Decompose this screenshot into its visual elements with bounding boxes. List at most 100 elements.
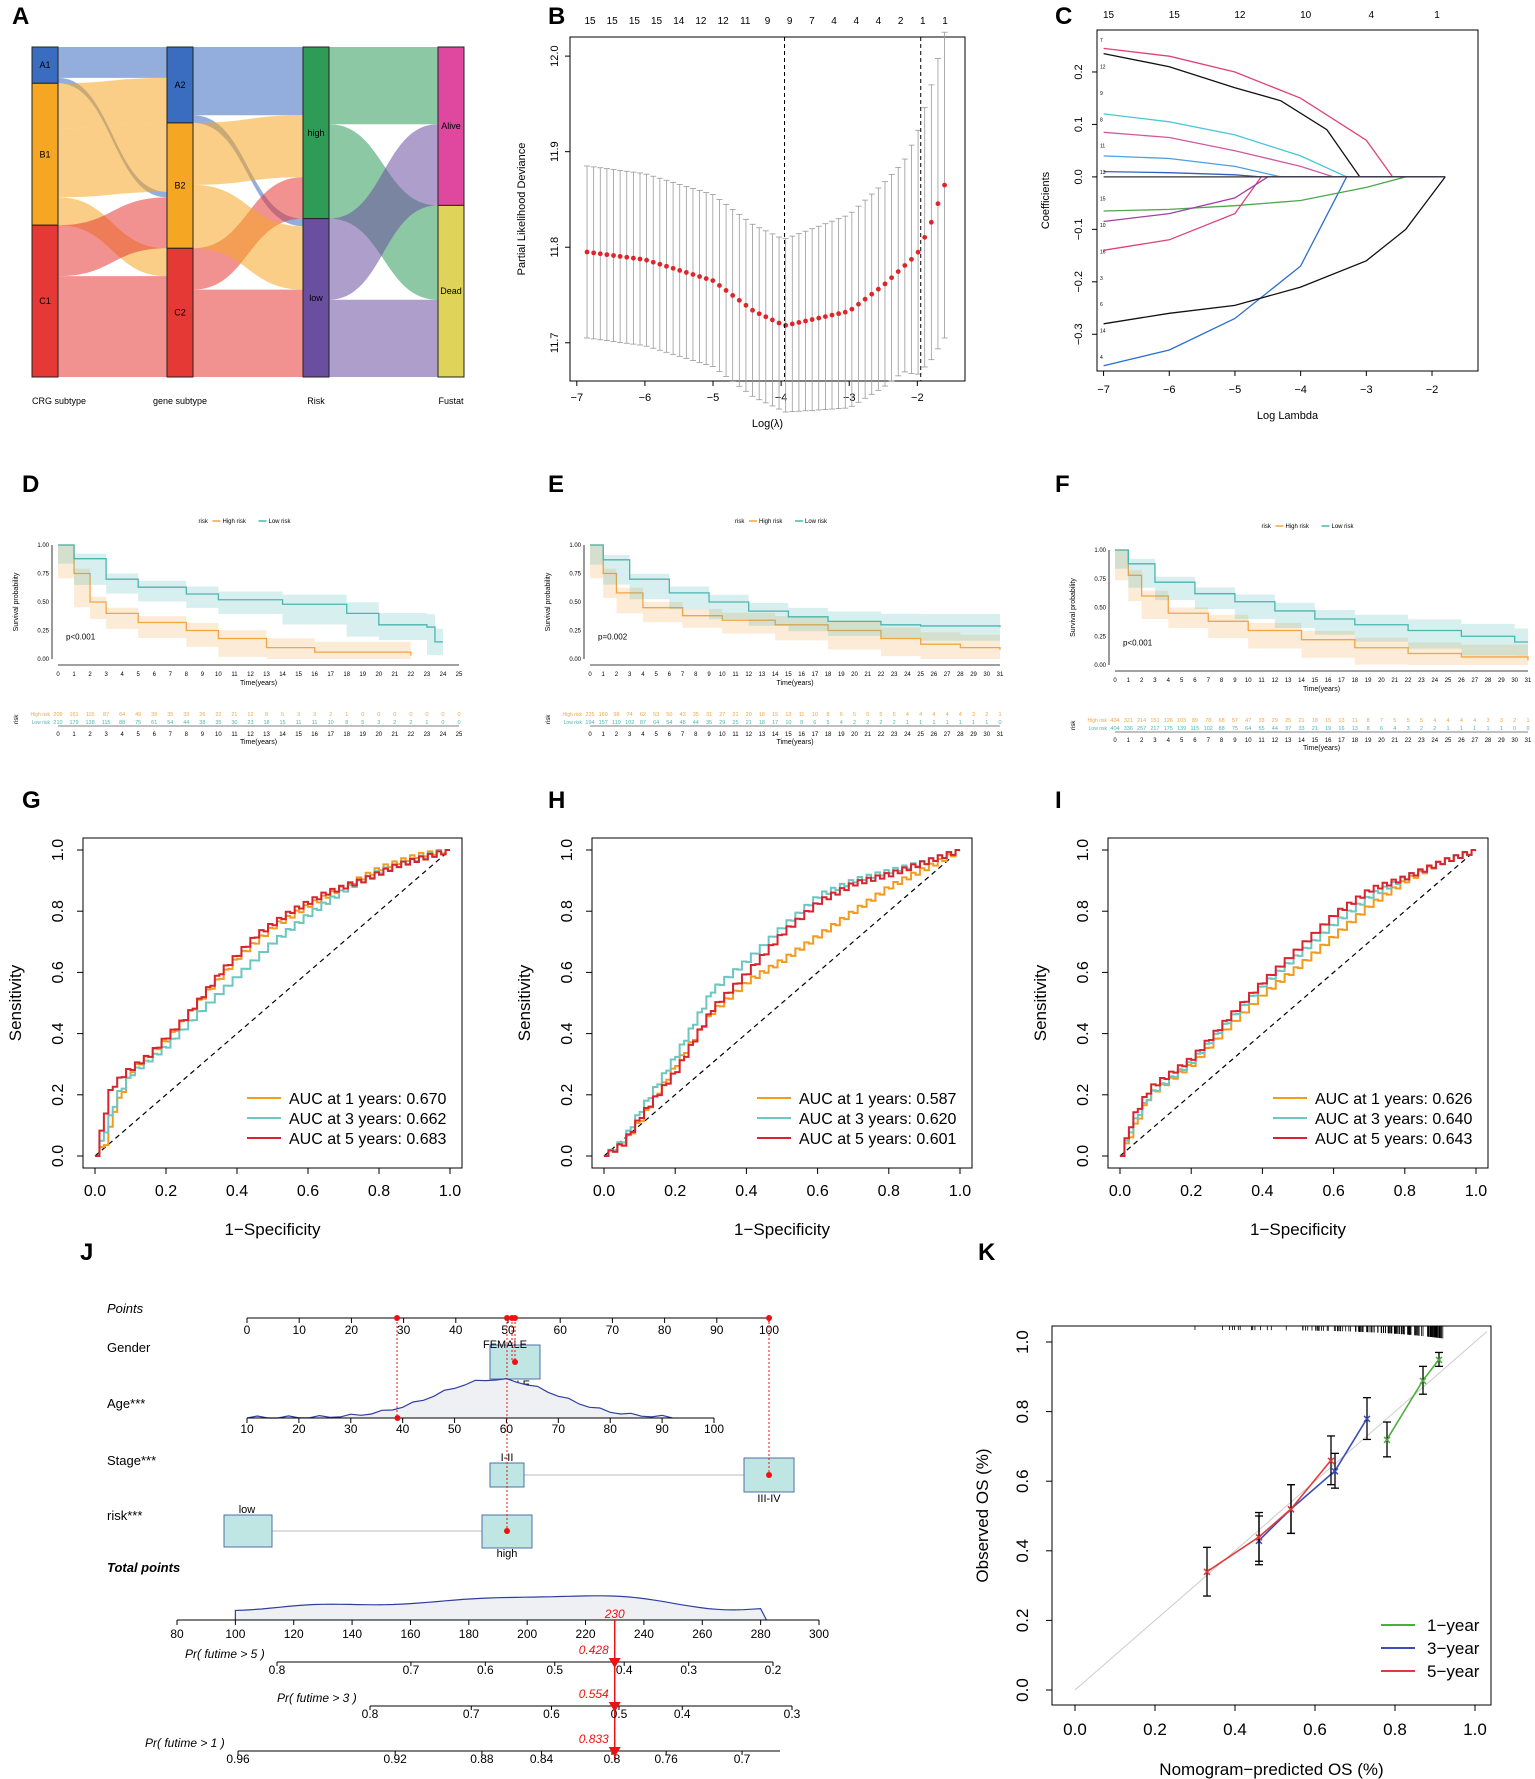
risk-count: 18 [1312, 718, 1318, 724]
y-axis-label: Sensitivity [1031, 964, 1050, 1041]
risk-x-tick: 5 [137, 732, 141, 738]
y-tick-label: 0.8 [559, 900, 576, 922]
risk-count: 54 [666, 720, 672, 726]
points-tick-label: 30 [397, 1323, 411, 1337]
risk-x-tick: 3 [628, 732, 632, 738]
risk-count: 15 [772, 712, 778, 718]
total-tick-label: 260 [692, 1627, 712, 1641]
y-tick-label: −0.1 [1073, 218, 1085, 240]
risk-count: 2 [393, 720, 396, 726]
y-tick-label: 0.2 [1075, 1084, 1092, 1106]
x-tick-label: 4 [120, 672, 124, 678]
calibration-point: × [1419, 1372, 1427, 1388]
risk-x-tick: 30 [983, 732, 990, 738]
pr5-tick-label: 0.5 [546, 1663, 563, 1677]
risk-count: 12 [247, 712, 253, 718]
risk-x-tick: 24 [440, 732, 447, 738]
risk-count: 115 [86, 712, 95, 718]
cv-point [750, 308, 755, 313]
y-tick-label: 0.2 [1073, 64, 1085, 79]
risk-x-tick: 1 [602, 732, 606, 738]
y-tick-label: 0.75 [569, 572, 581, 578]
x-axis-label: 1−Specificity [734, 1220, 830, 1239]
risk-count: 175 [1164, 726, 1173, 732]
risk-count: 11 [312, 720, 318, 726]
risk-count: 225 [585, 712, 594, 718]
y-axis-label: Observed OS (%) [973, 1448, 992, 1582]
points-tick-label: 40 [449, 1323, 463, 1337]
top-tick-label: 4 [853, 16, 859, 27]
panel-h-roc: 0.0 0.0 0.2 0.2 0.4 0.4 0.6 0.6 0.8 0.8 1.0 1.0 1−Sp… [515, 838, 972, 1239]
x-tick-label: 27 [1471, 678, 1478, 684]
risk-count: 89 [1192, 718, 1198, 724]
points-tick-label: 10 [293, 1323, 307, 1337]
risk-count: 5 [1407, 718, 1410, 724]
risk-count: 4 [1460, 718, 1463, 724]
y-tick-label: 0.00 [37, 657, 49, 663]
top-tick-label: 15 [607, 16, 619, 27]
y-tick-label: 0.50 [569, 600, 581, 606]
points-tick-label: 70 [606, 1323, 620, 1337]
risk-x-tick: 13 [263, 732, 270, 738]
pr3-label: Pr( futime > 3 ) [277, 1691, 357, 1705]
risk-count: 1 [1487, 726, 1490, 732]
top-tick-label: 9 [765, 16, 771, 27]
risk-count: 102 [1204, 726, 1213, 732]
legend-label: AUC at 1 years: 0.587 [799, 1091, 957, 1108]
risk-count: 0 [441, 720, 444, 726]
risk-count: 33 [1258, 718, 1264, 724]
y-tick-label: 0.8 [1075, 900, 1092, 922]
y-tick-label: 1.0 [50, 839, 67, 861]
risk-count: 55 [1258, 726, 1264, 732]
risk-x-tick: 21 [1391, 738, 1398, 744]
legend-label: 5−year [1427, 1662, 1480, 1681]
x-tick-label: 1.0 [1463, 1720, 1487, 1739]
pr3-tick-label: 0.3 [784, 1707, 801, 1721]
risk-count: 5 [281, 712, 284, 718]
x-tick-label: 11 [1258, 678, 1265, 684]
p-value: p<0.001 [1123, 638, 1153, 647]
calibration-point: × [1287, 1501, 1295, 1517]
risk-x-tick: 10 [1245, 738, 1252, 744]
pr1-label: Pr( futime > 1 ) [145, 1736, 225, 1750]
x-tick-label: −5 [1229, 384, 1242, 396]
risk-count: 126 [1164, 718, 1173, 724]
x-tick-label: 0.2 [1143, 1720, 1167, 1739]
x-tick-label: 17 [811, 672, 818, 678]
total-tick-label: 80 [170, 1627, 184, 1641]
age-tick-label: 50 [448, 1422, 462, 1436]
points-tick-label: 90 [710, 1323, 724, 1337]
risk-x-tick: 8 [694, 732, 698, 738]
cv-point [624, 255, 629, 260]
y-tick-label: 0.8 [1013, 1400, 1032, 1424]
risk-count: 98 [613, 712, 619, 718]
y-tick-label: 1.00 [1094, 548, 1106, 554]
total-tick-label: 240 [634, 1627, 654, 1641]
risk-count: 160 [599, 712, 608, 718]
age-tick-label: 60 [500, 1422, 514, 1436]
risk-count: 1 [345, 712, 348, 718]
x-tick-label: 3 [104, 672, 108, 678]
risk-x-label: Time(years) [240, 739, 277, 746]
risk-count: 336 [1124, 726, 1133, 732]
risk-count: 62 [640, 712, 646, 718]
x-tick-label: 0.4 [226, 1183, 248, 1200]
cv-point [876, 287, 881, 292]
risk-count: 23 [247, 720, 253, 726]
path-label: 11 [1100, 144, 1105, 150]
risk-count: 88 [1219, 726, 1225, 732]
risk-count: 8 [827, 712, 830, 718]
pr5-tick-label: 0.8 [269, 1663, 286, 1677]
risk-x-tick: 17 [811, 732, 818, 738]
cv-point [929, 220, 934, 225]
x-tick-label: −7 [571, 392, 584, 404]
y-tick-label: 0.1 [1073, 117, 1085, 132]
risk-count: 64 [1245, 726, 1251, 732]
coef-path [1104, 177, 1446, 211]
y-tick-label: 0.25 [37, 629, 49, 635]
cv-point [883, 281, 888, 286]
risk-count: 179 [69, 720, 78, 726]
y-tick-label: 0.2 [1013, 1609, 1032, 1633]
risk-count: 434 [1110, 718, 1119, 724]
risk-x-tick: 25 [456, 732, 463, 738]
